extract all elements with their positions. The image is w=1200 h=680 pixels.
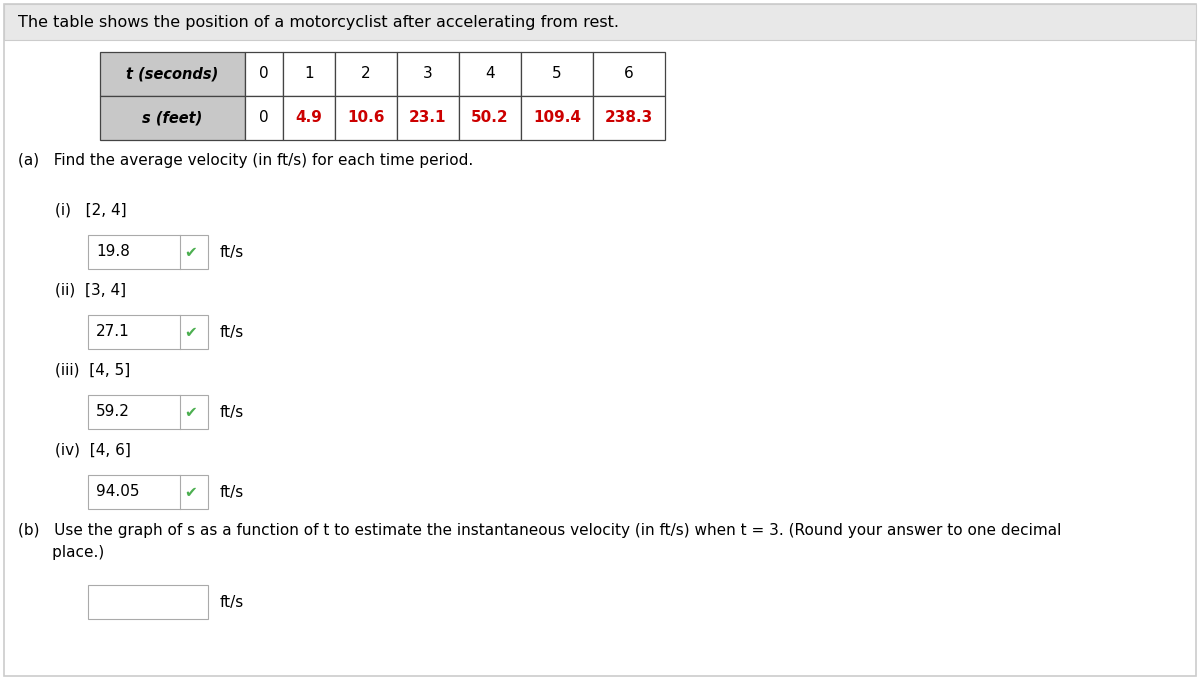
Text: 3: 3 — [424, 67, 433, 82]
Bar — [4, 4, 1196, 40]
Text: 27.1: 27.1 — [96, 324, 130, 339]
Text: 59.2: 59.2 — [96, 405, 130, 420]
Text: ✔: ✔ — [184, 245, 197, 260]
Text: 0: 0 — [259, 67, 269, 82]
Bar — [88, 585, 208, 619]
Text: ✔: ✔ — [184, 405, 197, 420]
Text: ft/s: ft/s — [220, 594, 245, 609]
Bar — [335, 52, 397, 96]
Bar — [245, 52, 283, 96]
Text: (a)   Find the average velocity (in ft/s) for each time period.: (a) Find the average velocity (in ft/s) … — [18, 152, 473, 167]
Bar — [458, 52, 521, 96]
Bar — [100, 52, 245, 96]
Bar — [88, 395, 208, 429]
Text: (iv)  [4, 6]: (iv) [4, 6] — [55, 443, 131, 458]
Bar — [88, 475, 208, 509]
Text: 0: 0 — [259, 110, 269, 126]
Bar — [397, 96, 458, 140]
Bar — [593, 52, 665, 96]
Bar — [88, 235, 208, 269]
Text: place.): place.) — [18, 545, 104, 560]
Text: t (seconds): t (seconds) — [126, 67, 218, 82]
Bar — [593, 96, 665, 140]
Bar — [335, 96, 397, 140]
Bar — [458, 96, 521, 140]
Text: s (feet): s (feet) — [143, 110, 203, 126]
Text: 5: 5 — [552, 67, 562, 82]
Bar — [88, 315, 208, 349]
Text: 109.4: 109.4 — [533, 110, 581, 126]
Text: 238.3: 238.3 — [605, 110, 653, 126]
Text: (b)   Use the graph of s as a function of t to estimate the instantaneous veloci: (b) Use the graph of s as a function of … — [18, 522, 1061, 537]
Text: (i)   [2, 4]: (i) [2, 4] — [55, 203, 127, 218]
Text: 50.2: 50.2 — [472, 110, 509, 126]
Bar — [397, 52, 458, 96]
Bar — [521, 52, 593, 96]
Text: The table shows the position of a motorcyclist after accelerating from rest.: The table shows the position of a motorc… — [18, 14, 619, 29]
Text: 23.1: 23.1 — [409, 110, 446, 126]
Text: (ii)  [3, 4]: (ii) [3, 4] — [55, 282, 126, 298]
Text: 1: 1 — [304, 67, 314, 82]
Text: (iii)  [4, 5]: (iii) [4, 5] — [55, 362, 131, 377]
Bar — [521, 96, 593, 140]
Text: ft/s: ft/s — [220, 405, 245, 420]
Text: 6: 6 — [624, 67, 634, 82]
Text: 10.6: 10.6 — [347, 110, 385, 126]
Bar — [100, 96, 245, 140]
Text: 19.8: 19.8 — [96, 245, 130, 260]
Text: ✔: ✔ — [184, 324, 197, 339]
Bar — [245, 96, 283, 140]
Text: ft/s: ft/s — [220, 484, 245, 500]
Text: 4: 4 — [485, 67, 494, 82]
Bar — [283, 52, 335, 96]
Text: ✔: ✔ — [184, 484, 197, 500]
Text: ft/s: ft/s — [220, 245, 245, 260]
Text: 2: 2 — [361, 67, 371, 82]
Text: ft/s: ft/s — [220, 324, 245, 339]
Text: 94.05: 94.05 — [96, 484, 139, 500]
Bar — [283, 96, 335, 140]
Text: 4.9: 4.9 — [295, 110, 323, 126]
